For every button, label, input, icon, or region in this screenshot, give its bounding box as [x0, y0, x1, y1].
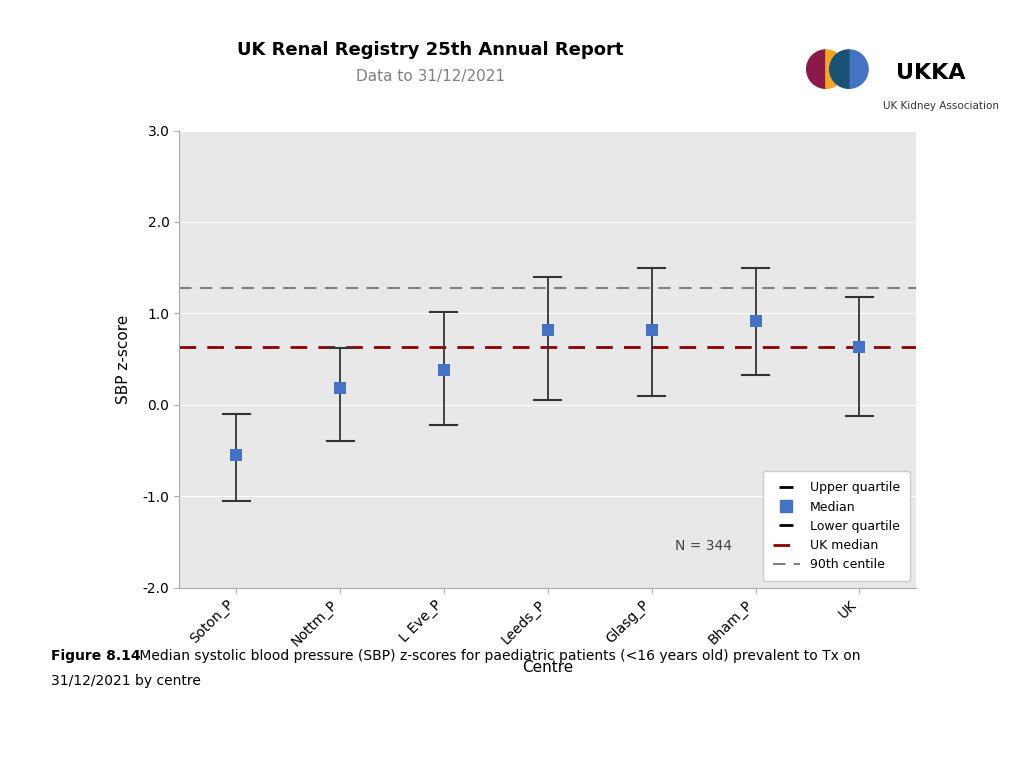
- Text: UK Kidney Association: UK Kidney Association: [883, 101, 998, 111]
- Wedge shape: [849, 50, 868, 88]
- Text: Figure 8.14: Figure 8.14: [51, 649, 141, 663]
- Wedge shape: [825, 50, 845, 88]
- Text: 31/12/2021 by centre: 31/12/2021 by centre: [51, 674, 201, 688]
- Text: Data to 31/12/2021: Data to 31/12/2021: [355, 69, 505, 84]
- Text: UK Renal Registry 25th Annual Report: UK Renal Registry 25th Annual Report: [237, 41, 624, 59]
- X-axis label: Centre: Centre: [522, 660, 573, 675]
- Text: UKKA: UKKA: [896, 63, 966, 83]
- Legend: Upper quartile, Median, Lower quartile, UK median, 90th centile: Upper quartile, Median, Lower quartile, …: [763, 472, 910, 581]
- Wedge shape: [829, 50, 849, 88]
- Text: Median systolic blood pressure (SBP) z-scores for paediatric patients (<16 years: Median systolic blood pressure (SBP) z-s…: [135, 649, 860, 663]
- Y-axis label: SBP z-score: SBP z-score: [117, 314, 131, 404]
- Wedge shape: [807, 50, 825, 88]
- Text: N = 344: N = 344: [675, 539, 732, 554]
